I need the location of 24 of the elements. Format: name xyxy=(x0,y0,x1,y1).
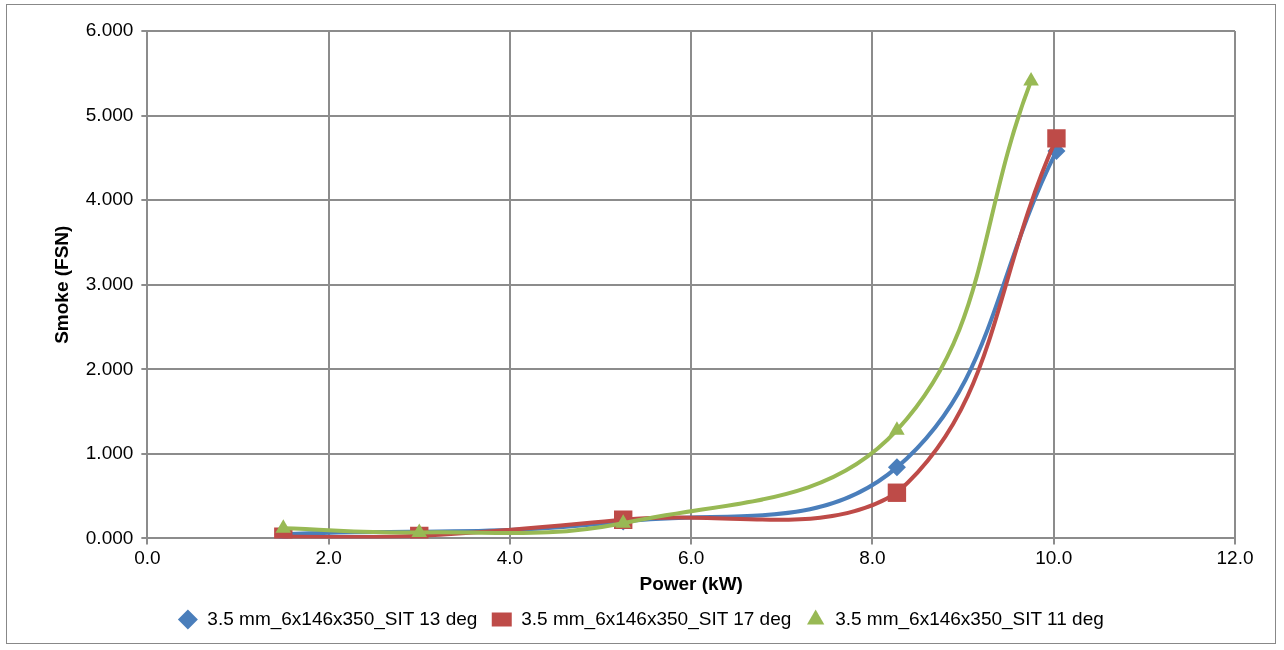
x-tick-label: 8.0 xyxy=(859,547,886,569)
x-axis-title: Power (kW) xyxy=(639,572,743,594)
point xyxy=(887,458,906,477)
x-tick-label: 10.0 xyxy=(1035,547,1073,569)
y-tick-label: 5.000 xyxy=(85,103,134,125)
x-tick-label: 2.0 xyxy=(315,547,342,569)
y-tick-label: 6.000 xyxy=(85,19,134,41)
y-tick-label: 4.000 xyxy=(85,188,134,210)
y-axis-title: Smoke (FSN) xyxy=(50,225,72,344)
y-tick-label: 0.000 xyxy=(85,526,134,548)
x-tick-label: 0.0 xyxy=(134,547,161,569)
point xyxy=(275,519,292,533)
point xyxy=(889,421,905,435)
legend-label: 3.5 mm_6x146x350_SIT 13 deg xyxy=(207,607,478,630)
x-tick-label: 4.0 xyxy=(496,547,524,569)
legend-label: 3.5 mm_6x146x350_SIT 11 deg xyxy=(835,607,1104,630)
point xyxy=(887,483,907,502)
legend-label: 3.5 mm_6x146x350_SIT 17 deg xyxy=(521,607,792,630)
y-tick-label: 3.000 xyxy=(85,272,134,294)
x-tick-label: 12.0 xyxy=(1216,547,1254,569)
y-tick-label: 1.000 xyxy=(85,442,134,464)
x-tick-label: 6.0 xyxy=(677,547,705,569)
point xyxy=(1047,129,1066,148)
y-tick-label: 2.000 xyxy=(85,357,134,379)
